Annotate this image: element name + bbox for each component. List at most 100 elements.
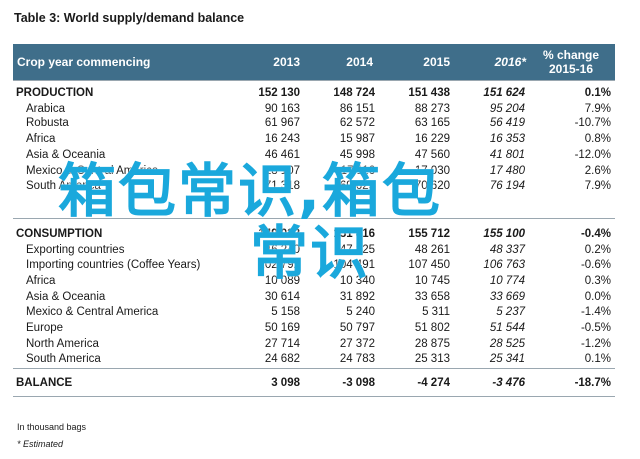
table-row: Africa 10 089 10 340 10 745 10 774 0.3% [13,274,615,289]
header-year-2015: 2015 [423,55,450,69]
cell-value-2013: 24 682 [264,353,300,365]
cell-value-2014: 17 116 [340,165,375,177]
row-separator [13,396,615,397]
cell-value-2013: 27 714 [264,338,300,350]
table-row: Importing countries (Coffee Years) 102 79… [13,258,615,273]
table-row: South America 71 318 69 625 70 620 76 194 7.9… [13,179,615,194]
table-header: Crop year commencing 2013 2014 2015 2016… [13,44,615,80]
table-row: Asia & Oceania 30 614 31 892 33 658 33 669 0.… [13,290,615,305]
table-row: North America 27 714 27 372 28 875 28 525 -1.… [13,337,615,352]
cell-value-2015: 33 658 [414,291,450,303]
table-total-row: CONSUMPTION 149 032 151 816 155 712 155 100 -… [13,227,615,242]
cell-change: -1.4% [580,306,611,318]
header-label: Crop year commencing [17,55,151,69]
cell-value-2013: 30 614 [264,291,300,303]
table-title: Table 3: World supply/demand balance [14,11,245,25]
table-row: Exporting countries 46 240 47 325 48 261 48 … [13,243,615,258]
header-change-line1: % change [542,48,599,62]
cell-value-2013: 102 792 [258,259,300,271]
cell-value-2015: -4 274 [417,377,450,389]
row-label: Africa [26,133,56,145]
cell-value-2016: 106 763 [483,259,525,271]
header-year-2014: 2014 [346,55,373,69]
row-label: PRODUCTION [16,87,94,99]
cell-value-2014: 151 816 [333,228,375,240]
cell-value-2014: -3 098 [342,377,375,389]
cell-value-2013: 3 098 [271,377,300,389]
header-change-line2: 2015-16 [548,62,594,76]
row-separator [13,218,615,219]
cell-change: -18.7% [574,377,611,389]
cell-value-2016: 16 353 [489,133,525,145]
cell-value-2013: 152 130 [258,87,300,99]
cell-value-2013: 10 089 [264,275,300,287]
watermark-line1: 箱包常识,箱包 [58,157,443,225]
cell-value-2014: 10 340 [339,275,375,287]
row-label: South America [26,353,101,365]
cell-value-2016: 155 100 [483,228,525,240]
cell-change: 2.6% [584,165,611,177]
row-label: Mexico & Central America [26,165,159,177]
row-label: Asia & Oceania [26,291,106,303]
cell-change: 0.2% [584,244,611,256]
cell-value-2015: 48 261 [414,244,450,256]
cell-value-2015: 25 313 [414,353,450,365]
row-label: Arabica [26,103,65,115]
row-label: Robusta [26,117,69,129]
cell-value-2016: 41 801 [489,149,525,161]
cell-value-2013: 50 169 [264,322,300,334]
cell-value-2016: 10 774 [489,275,525,287]
table-row: Mexico & Central America 18 107 17 116 17 0… [13,164,615,179]
header-change: % change 2015-16 [531,44,611,80]
cell-value-2013: 16 243 [264,133,300,145]
cell-value-2015: 51 802 [414,322,450,334]
cell-value-2014: 86 151 [339,103,375,115]
cell-value-2014: 24 783 [339,353,375,365]
cell-change: 0.0% [584,291,611,303]
cell-change: -0.6% [580,259,611,271]
cell-value-2014: 31 892 [339,291,375,303]
cell-value-2014: 5 240 [346,306,375,318]
table-row: Asia & Oceania 46 461 45 998 47 560 41 801 -1… [13,148,615,163]
table-row: Robusta 61 967 62 572 63 165 56 419 -10.7% [13,116,615,131]
cell-change: 7.9% [584,180,611,192]
cell-value-2014: 50 797 [339,322,375,334]
row-label: Africa [26,275,56,287]
cell-change: -1.2% [580,338,611,350]
cell-value-2016: 76 194 [489,180,525,192]
cell-value-2015: 107 450 [408,259,450,271]
row-separator [13,368,615,369]
cell-value-2016: 25 341 [489,353,525,365]
footnote: In thousand bags [17,422,87,432]
cell-value-2014: 104 491 [333,259,375,271]
cell-value-2016: 95 204 [489,103,525,115]
cell-value-2015: 88 273 [414,103,450,115]
cell-value-2016: 33 669 [489,291,525,303]
cell-value-2016: 17 480 [489,165,525,177]
cell-value-2014: 148 724 [333,87,375,99]
cell-change: 0.1% [584,87,611,99]
row-separator [13,80,615,81]
cell-change: -12.0% [574,149,611,161]
watermark-line2: 常识 [250,219,371,287]
cell-value-2015: 10 745 [414,275,450,287]
row-label: Mexico & Central America [26,306,159,318]
cell-value-2015: 70 620 [414,180,450,192]
supply-demand-table: Crop year commencing 2013 2014 2015 2016… [13,44,615,397]
table-total-row: BALANCE 3 098 -3 098 -4 274 -3 476 -18.7% [13,376,615,391]
row-label: Exporting countries [26,244,125,256]
row-label: CONSUMPTION [16,228,103,240]
cell-value-2016: 56 419 [489,117,525,129]
cell-value-2014: 15 987 [339,133,375,145]
row-label: Importing countries (Coffee Years) [26,259,201,271]
cell-change: 0.8% [584,133,611,145]
row-label: Europe [26,322,64,334]
header-year-2013: 2013 [273,55,300,69]
cell-value-2013: 149 032 [258,228,300,240]
table-total-row: PRODUCTION 152 130 148 724 151 438 151 624 0.… [13,86,615,101]
cell-change: -10.7% [574,117,611,129]
table-row: Mexico & Central America 5 158 5 240 5 311 5… [13,305,615,320]
cell-value-2013: 46 240 [264,244,300,256]
cell-change: -0.4% [580,228,611,240]
header-year-2016: 2016* [494,55,526,69]
